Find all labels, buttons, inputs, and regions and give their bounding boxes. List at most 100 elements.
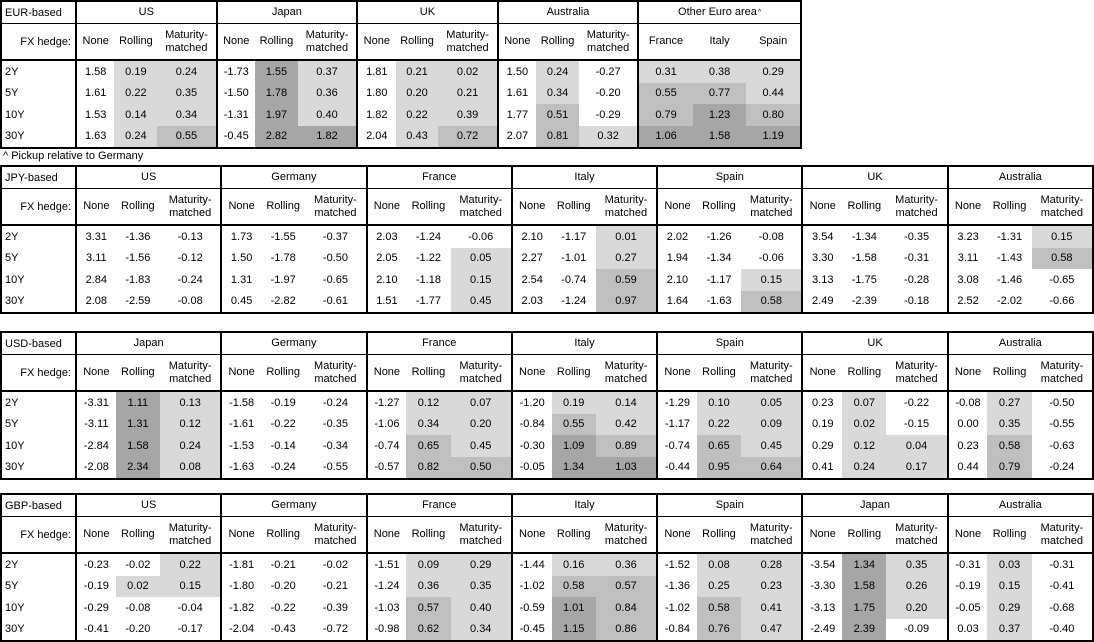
tenor-label: 10Y <box>5 439 25 452</box>
country-header: Spain <box>656 495 801 516</box>
hedge-col-header: None <box>809 528 836 541</box>
value-cell: 0.02 <box>438 61 497 83</box>
value-cell: 0.57 <box>406 597 451 619</box>
value-cell: -0.31 <box>904 252 930 265</box>
value-cell: 2.10 <box>666 273 689 286</box>
country-header: Australia <box>496 2 638 23</box>
value-cell: 0.64 <box>741 456 802 478</box>
value-cell: -2.08 <box>83 461 109 474</box>
value-cell: -1.75 <box>851 273 877 286</box>
value-cell: 0.22 <box>395 104 439 126</box>
country-header: US <box>75 495 220 516</box>
value-cell: 0.31 <box>639 61 693 83</box>
hedge-col-header: Maturity-matched <box>1040 359 1084 385</box>
value-cell: 1.73 <box>230 230 253 243</box>
value-cell: 0.41 <box>812 461 834 474</box>
hedge-col-header: None <box>373 200 401 213</box>
hedge-col-header: Rolling <box>556 528 591 541</box>
hedge-col-header: None <box>664 200 691 213</box>
value-cell: 0.59 <box>595 269 657 291</box>
value-cell: 0.03 <box>987 554 1032 576</box>
hedge-col-header: None <box>954 528 982 541</box>
value-cell: 0.34 <box>536 82 580 104</box>
value-cell: -0.05 <box>955 601 981 614</box>
hedge-col-header: Rolling <box>556 200 591 213</box>
hedge-col-header: Rolling <box>992 200 1027 213</box>
country-header: Italy <box>510 495 656 516</box>
hedge-col-header: Maturity-matched <box>604 521 648 547</box>
value-cell: 0.44 <box>957 461 979 474</box>
hedge-col-header: None <box>373 366 401 379</box>
value-cell: 0.55 <box>639 82 693 104</box>
value-cell: 0.36 <box>297 82 357 104</box>
value-cell: 0.09 <box>741 413 802 435</box>
value-cell: 2.10 <box>376 273 398 286</box>
table-base-label: USD-based <box>5 337 62 350</box>
value-cell: 0.35 <box>886 554 947 576</box>
value-cell: -0.40 <box>1049 623 1075 636</box>
value-cell: -1.20 <box>519 396 545 409</box>
value-cell: 2.05 <box>376 252 398 265</box>
value-cell: -1.52 <box>664 558 690 571</box>
tenor-label: 5Y <box>5 87 19 100</box>
value-cell: 1.78 <box>254 82 298 104</box>
country-header: UK <box>801 167 946 188</box>
value-cell: 1.34 <box>551 456 596 478</box>
value-cell: -1.34 <box>706 252 732 265</box>
value-cell: -0.29 <box>595 108 621 121</box>
value-cell: -3.31 <box>83 396 109 409</box>
row-header-label: FX hedge: <box>20 366 71 379</box>
tenor-label: 2Y <box>5 65 19 78</box>
value-cell: -0.39 <box>322 601 348 614</box>
hedge-col-header: Rolling <box>411 528 446 541</box>
value-cell: -1.44 <box>519 558 545 571</box>
value-cell: 0.81 <box>536 125 580 147</box>
value-cell: -1.17 <box>706 273 732 286</box>
tenor-label: 30Y <box>5 130 25 143</box>
value-cell: 0.28 <box>741 554 802 576</box>
hedge-col-header: None <box>664 528 691 541</box>
value-cell: 0.36 <box>406 575 451 597</box>
tenor-label: 30Y <box>5 623 25 636</box>
value-cell: 0.10 <box>696 392 742 414</box>
value-cell: 0.03 <box>957 623 979 636</box>
country-header: Australia <box>946 495 1092 516</box>
value-cell: -1.83 <box>125 273 151 286</box>
value-cell: 0.24 <box>842 456 887 478</box>
value-cell: 0.24 <box>157 61 216 83</box>
value-cell: 3.11 <box>957 252 979 265</box>
hedge-col-header: None <box>664 366 691 379</box>
hedge-col-header: Rolling <box>266 366 300 379</box>
value-cell: -1.97 <box>270 273 296 286</box>
value-cell: 0.35 <box>450 575 511 597</box>
hedge-col-header: Maturity-matched <box>314 359 357 385</box>
hedge-col-header: Maturity-matched <box>168 193 212 219</box>
value-cell: 1.58 <box>692 125 747 147</box>
hedge-col-header: Maturity-matched <box>749 193 793 219</box>
value-cell: -0.41 <box>1049 580 1075 593</box>
value-cell: -0.45 <box>223 130 249 143</box>
value-cell: 1.82 <box>366 108 388 121</box>
value-cell: -2.02 <box>997 295 1023 308</box>
value-cell: 0.24 <box>114 125 158 147</box>
value-cell: 2.04 <box>366 130 388 143</box>
hedge-col-header: Italy <box>709 35 730 48</box>
value-cell: 3.11 <box>86 252 107 265</box>
hedge-col-header: Maturity-matched <box>314 193 357 219</box>
value-cell: 0.58 <box>696 597 742 619</box>
value-cell: -1.31 <box>223 108 249 121</box>
value-cell: 1.03 <box>595 456 657 478</box>
hedge-col-header: Maturity-matched <box>446 28 489 54</box>
value-cell: -3.11 <box>84 418 109 431</box>
value-cell: 3.23 <box>957 230 979 243</box>
country-header: Germany <box>220 495 365 516</box>
value-cell: -0.24 <box>322 396 348 409</box>
value-cell: 0.19 <box>812 418 834 431</box>
value-cell: 0.45 <box>230 295 253 308</box>
value-cell: 0.41 <box>741 597 802 619</box>
value-cell: -0.30 <box>519 439 545 452</box>
value-cell: 0.34 <box>406 413 451 435</box>
country-header: Japan <box>75 333 220 354</box>
value-cell: -1.27 <box>374 396 400 409</box>
value-cell: -0.37 <box>322 230 348 243</box>
